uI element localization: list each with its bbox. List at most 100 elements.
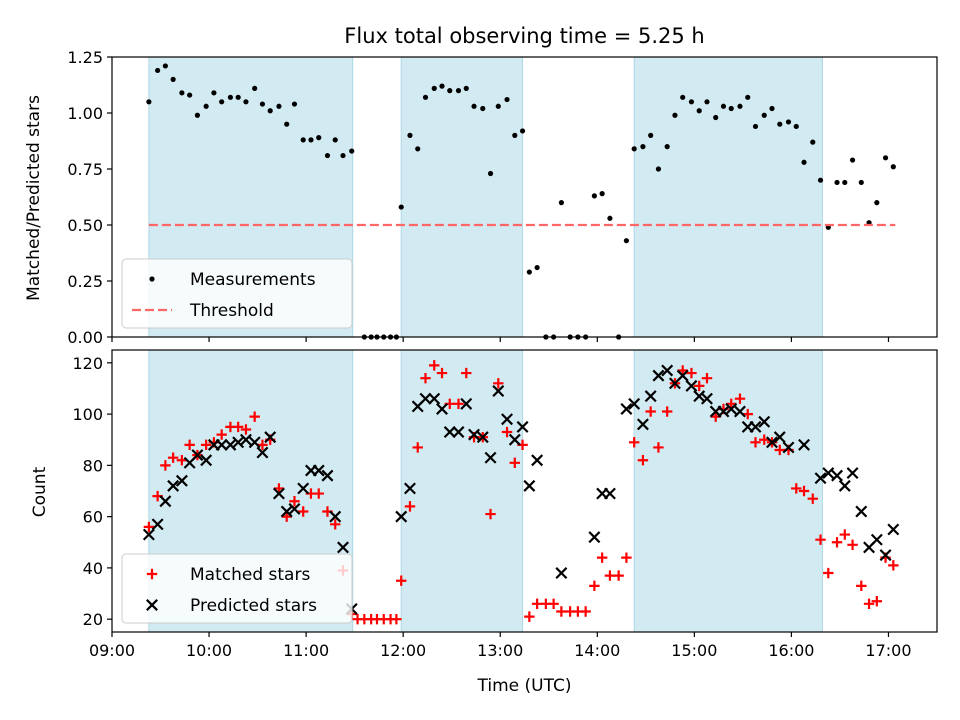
measurement-point <box>882 155 889 161</box>
matched-star-point <box>847 539 858 551</box>
matched-star-point <box>396 575 407 586</box>
measurement-point <box>655 166 662 172</box>
chart-title: Flux total observing time = 5.25 h <box>344 24 704 48</box>
measurement-point <box>415 146 421 152</box>
measurement-point <box>648 132 654 138</box>
measurement-point <box>720 103 727 109</box>
matched-star-point <box>661 406 673 417</box>
measurement-point <box>817 177 824 183</box>
predicted-star-point <box>879 549 892 562</box>
predicted-star-point <box>749 420 762 433</box>
matched-star-point <box>871 596 883 607</box>
measurement-point <box>696 108 702 114</box>
matched-star-point <box>621 552 632 563</box>
matched-star-point <box>298 506 309 517</box>
predicted-star-point <box>523 479 536 492</box>
measurement-point <box>439 83 445 89</box>
predicted-star-point <box>312 464 325 477</box>
predicted-star-point <box>428 392 441 405</box>
matched-star-point <box>742 408 753 420</box>
measurement-point <box>324 152 331 159</box>
measurement-point <box>422 94 429 100</box>
predicted-star-point <box>531 454 544 467</box>
matched-star-point <box>461 367 472 379</box>
matched-star-point <box>420 373 431 384</box>
measurement-point <box>219 99 225 105</box>
legend-x-swatch <box>146 599 158 611</box>
x-tick-label: 15:00 <box>671 641 717 660</box>
measurement-point <box>455 88 462 94</box>
predicted-star-point <box>644 390 657 403</box>
measurement-point <box>512 132 518 138</box>
predicted-star-point <box>773 431 786 444</box>
matched-star-point <box>485 508 496 520</box>
matched-star-point <box>289 496 300 507</box>
measurement-point <box>631 146 637 152</box>
bottom-y-tick-label: 80 <box>83 456 103 475</box>
matched-star-point <box>613 570 624 581</box>
predicted-star-point <box>782 441 795 454</box>
matched-star-point <box>524 611 535 622</box>
measurement-point <box>519 128 526 134</box>
measurement-point <box>842 179 848 186</box>
matched-star-point <box>167 452 179 463</box>
matched-star-point <box>726 398 737 410</box>
matched-star-point <box>281 511 292 522</box>
measurement-point <box>480 105 486 112</box>
measurement-point <box>793 123 799 130</box>
predicted-star-point <box>822 467 835 480</box>
predicted-star-point <box>758 415 771 428</box>
predicted-star-point <box>297 482 310 495</box>
measurement-point <box>194 112 201 118</box>
predicted-star-point <box>887 523 900 536</box>
predicted-star-point <box>484 451 497 464</box>
measurement-point <box>728 105 734 112</box>
bottom-y-tick-label: 40 <box>83 559 103 578</box>
predicted-star-point <box>870 533 883 546</box>
measurement-point <box>187 92 193 98</box>
predicted-star-point <box>142 528 155 541</box>
predicted-star-point <box>224 438 237 451</box>
predicted-star-point <box>603 487 616 500</box>
measurement-point <box>737 103 743 109</box>
predicted-star-point <box>693 390 706 403</box>
predicted-star-point <box>200 454 213 467</box>
predicted-star-point <box>452 426 465 439</box>
predicted-star-point <box>329 510 342 523</box>
predicted-star-point <box>814 472 827 485</box>
matched-star-point <box>774 444 785 456</box>
measurement-point <box>146 99 152 105</box>
bottom-y-tick-label: 20 <box>83 610 103 629</box>
x-tick-label: 09:00 <box>89 641 135 660</box>
measurement-point <box>431 85 437 91</box>
top-observing-band <box>400 56 524 338</box>
matched-star-point <box>856 580 867 592</box>
predicted-star-point <box>175 474 188 487</box>
measurement-point <box>349 148 355 154</box>
predicted-star-point <box>239 433 252 446</box>
matched-star-point <box>200 439 212 451</box>
matched-star-point <box>807 493 818 504</box>
measurement-point <box>785 119 792 125</box>
measurement-point <box>276 103 282 109</box>
matched-star-point <box>734 393 746 404</box>
measurement-point <box>211 90 217 96</box>
predicted-star-point <box>167 479 180 492</box>
legend-label: Predicted stars <box>190 596 317 616</box>
measurement-point <box>688 99 695 105</box>
predicted-star-point <box>798 438 811 451</box>
measurement-point <box>591 193 597 199</box>
matched-star-point <box>391 613 402 625</box>
matched-star-point <box>412 442 423 453</box>
predicted-star-point <box>151 518 164 531</box>
matched-star-point <box>759 434 770 445</box>
matched-star-point <box>653 442 664 453</box>
bottom-y-tick-label: 60 <box>83 508 103 527</box>
predicted-star-point <box>636 418 649 431</box>
predicted-star-point <box>628 397 641 410</box>
measurement-point <box>890 164 896 170</box>
measurement-point <box>745 94 751 100</box>
bottom-y-axis-label: Count <box>30 466 50 517</box>
matched-star-point <box>589 580 600 592</box>
